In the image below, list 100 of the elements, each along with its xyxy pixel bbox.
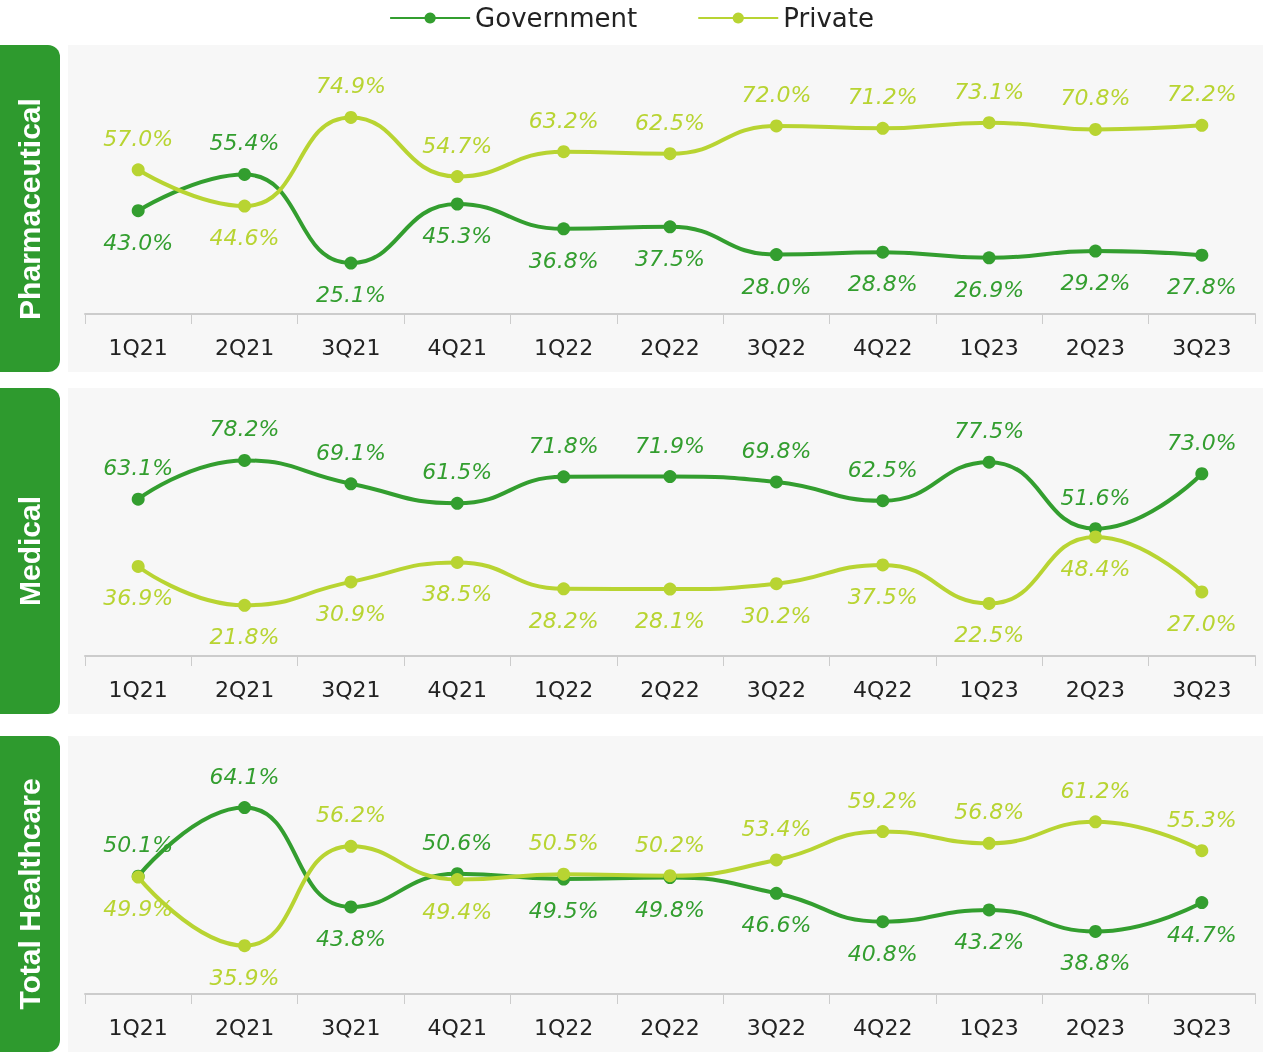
point [982,836,996,850]
point [131,560,145,573]
x-tick-label: 2Q23 [1065,334,1126,360]
point [450,555,464,569]
point [557,145,571,159]
data-label: 28.0% [741,273,812,299]
data-label: 53.4% [741,815,812,841]
x-tick-label: 2Q21 [214,676,275,702]
x-tick-label: 4Q21 [427,334,487,360]
data-label: 71.9% [635,432,705,458]
data-label: 27.0% [1166,610,1237,636]
data-label: 29.2% [1060,270,1131,296]
data-label: 27.8% [1166,274,1237,300]
x-tick-label: 3Q21 [321,1014,381,1040]
data-label: 38.5% [422,581,493,607]
point [769,577,783,591]
data-label: 28.2% [528,607,599,633]
data-label: 21.8% [209,624,280,650]
data-label: 69.1% [315,439,386,465]
point [238,598,252,612]
point [131,163,145,177]
x-tick-label: 3Q22 [746,334,807,360]
point [663,220,677,234]
data-label: 45.3% [422,223,493,248]
x-tick-label: 2Q22 [640,1014,700,1040]
data-label: 55.3% [1166,806,1237,832]
x-tick-label: 2Q23 [1065,1014,1126,1040]
point [238,939,252,953]
point [982,903,996,917]
x-tick-label: 3Q22 [746,676,807,702]
data-label: 59.2% [847,787,918,813]
data-label: 44.7% [1166,921,1237,947]
point [344,575,358,589]
data-label: 50.2% [635,831,705,857]
data-label: 56.2% [315,802,386,828]
point [450,170,464,184]
x-tick-label: 3Q21 [321,676,381,702]
x-tick-label: 1Q22 [533,676,594,702]
data-label: 77.5% [954,418,1025,444]
data-label: 30.2% [741,602,812,628]
point [344,110,358,124]
data-label: 63.1% [103,455,174,481]
x-tick-label: 1Q22 [533,1014,594,1040]
data-label: 63.2% [528,107,599,133]
data-label: 57.0% [103,125,174,151]
data-label: 49.4% [422,898,493,924]
point [557,222,571,236]
point [769,886,783,900]
x-tick-label: 3Q23 [1172,334,1232,360]
data-label: 49.5% [528,898,599,924]
data-label: 43.0% [103,229,174,255]
point [982,596,996,610]
point [557,470,571,484]
data-label: 73.0% [1166,429,1237,455]
data-label: 72.2% [1166,81,1237,107]
point [1195,896,1209,910]
point [450,873,464,887]
data-label: 40.8% [847,940,918,966]
x-tick-label: 2Q22 [640,676,700,702]
data-label: 43.8% [315,925,386,951]
point [238,199,252,213]
x-tick-label: 2Q21 [214,334,275,360]
data-label: 64.1% [209,763,280,789]
point [982,251,996,265]
point [344,256,358,270]
x-tick-label: 4Q22 [853,1014,913,1040]
data-label: 73.1% [954,78,1025,104]
point [557,867,571,881]
point [344,900,358,914]
data-label: 38.8% [1060,950,1131,976]
text: Total Healthcare [13,778,47,1010]
data-label: 50.5% [528,830,599,856]
point [1195,248,1209,262]
point [131,492,145,506]
x-tick-label: 3Q23 [1172,676,1232,702]
text: Pharmaceutical [13,97,47,320]
data-label: 48.4% [1060,555,1131,581]
point [663,582,677,596]
point [876,494,890,508]
data-label: 36.9% [103,585,174,611]
data-label: 35.9% [209,964,280,990]
data-label: 37.5% [635,245,705,271]
point [1088,924,1102,938]
data-label: 62.5% [635,109,705,135]
legend-label: Private [783,3,874,33]
point [238,801,252,815]
data-label: 22.5% [954,622,1025,648]
point [876,915,890,929]
data-label: 54.7% [422,132,493,158]
point [982,455,996,469]
point [1195,585,1209,599]
data-label: 51.6% [1060,484,1131,510]
data-label: 26.9% [954,276,1025,302]
data-label: 55.4% [209,130,280,156]
data-label: 61.5% [422,459,493,485]
data-label: 46.6% [741,912,812,938]
point [1195,467,1209,481]
point [1088,244,1102,258]
point [876,121,890,135]
point [238,453,252,467]
